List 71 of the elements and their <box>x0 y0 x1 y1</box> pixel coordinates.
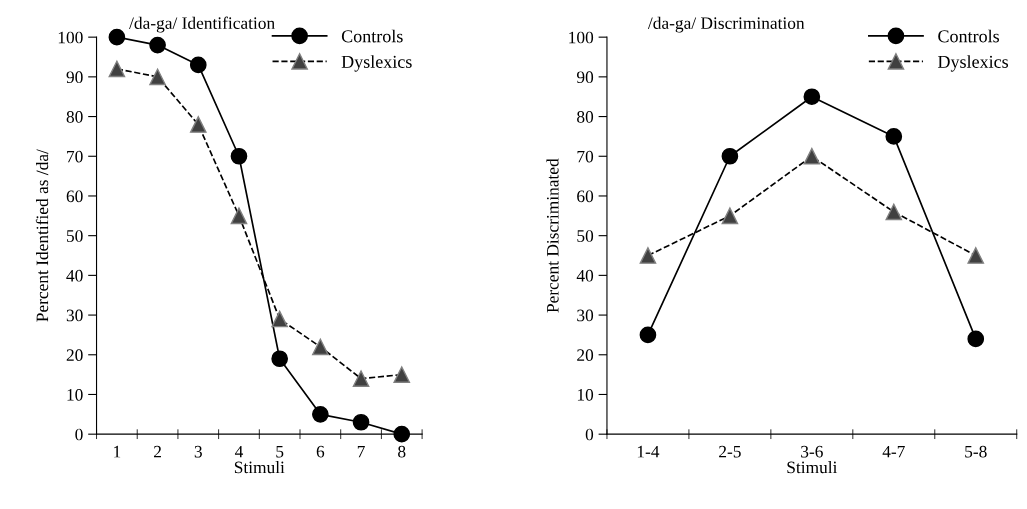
y-tick-label: 50 <box>66 230 83 242</box>
y-tick-label: 80 <box>577 111 594 123</box>
point <box>189 56 207 74</box>
point <box>312 405 329 423</box>
y-tick-label: 50 <box>577 230 594 242</box>
point <box>967 330 985 348</box>
y-tick-label: 0 <box>585 428 594 441</box>
y-tick-label: 100 <box>58 31 83 44</box>
y-tick-label: 10 <box>577 388 594 401</box>
x-tick-label: 2 <box>154 445 161 458</box>
x-tick-label: 1-4 <box>637 445 660 458</box>
point <box>885 203 903 221</box>
x-tick-label: 8 <box>398 445 406 458</box>
x-tick-label: 6 <box>316 445 325 458</box>
y-tick-label: 20 <box>577 349 594 361</box>
point <box>149 68 166 86</box>
x-axis-title: Stimuli <box>787 461 838 474</box>
y-tick-label: 90 <box>66 71 83 84</box>
y-tick-label: 30 <box>577 309 594 322</box>
point <box>967 247 985 264</box>
legend-label: Dyslexics <box>341 55 412 72</box>
x-tick-label: 5-8 <box>965 445 987 458</box>
point <box>108 60 126 78</box>
x-tick-label: 4-7 <box>882 445 905 458</box>
y-tick-label: 40 <box>576 269 594 282</box>
x-tick-label: 5 <box>276 445 284 458</box>
point <box>721 147 739 165</box>
point <box>639 326 657 344</box>
point <box>352 370 370 387</box>
y-tick-label: 90 <box>576 71 594 84</box>
point <box>393 366 411 383</box>
point <box>108 28 126 46</box>
chart-title: /da-ga/ Discrimination <box>647 16 805 33</box>
point <box>271 310 288 328</box>
y-tick-label: 0 <box>75 428 83 441</box>
point <box>189 116 207 133</box>
y-tick-label: 60 <box>66 190 83 203</box>
x-tick-label: 3 <box>194 445 202 458</box>
point <box>230 207 248 225</box>
x-tick-label: 4 <box>234 445 244 458</box>
point <box>393 425 411 443</box>
legend-label: Dyslexics <box>937 55 1009 72</box>
y-tick-label: 70 <box>577 150 594 163</box>
y-tick-label: 10 <box>67 388 83 401</box>
y-tick-label: 70 <box>67 150 83 163</box>
y-tick-label: 40 <box>66 269 83 282</box>
y-tick-label: 80 <box>66 111 83 123</box>
y-axis-title: Percent Identified as /da/ <box>35 149 49 322</box>
legend-label: Controls <box>938 29 1000 43</box>
x-tick-label: 2-5 <box>719 445 741 458</box>
x-tick-label: 7 <box>357 445 365 458</box>
point <box>271 350 288 368</box>
y-tick-label: 30 <box>66 309 83 322</box>
y-axis-title: Percent Discriminated <box>546 158 559 313</box>
point <box>352 413 370 431</box>
point <box>639 247 657 264</box>
y-tick-label: 60 <box>577 190 594 203</box>
point <box>721 207 739 225</box>
point <box>312 338 329 356</box>
point <box>149 36 166 54</box>
y-tick-label: 100 <box>569 31 594 44</box>
y-tick-label: 20 <box>66 349 83 361</box>
x-axis-title: Stimuli <box>234 461 285 474</box>
legend-label: Controls <box>341 29 403 43</box>
x-tick-label: 1 <box>114 445 121 458</box>
point <box>230 147 248 165</box>
point <box>885 128 903 145</box>
point <box>803 147 821 165</box>
chart-title: /da-ga/ Identification <box>129 16 275 33</box>
point <box>803 88 821 106</box>
x-tick-label: 3-6 <box>801 445 823 458</box>
